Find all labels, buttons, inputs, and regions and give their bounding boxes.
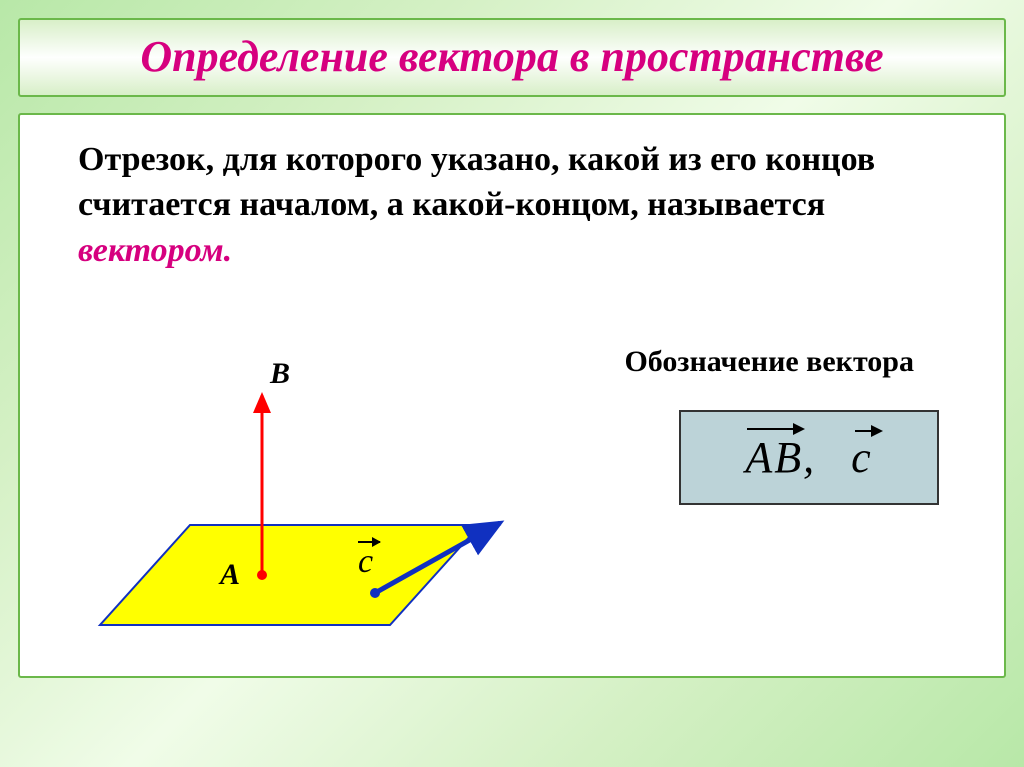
content-box: Отрезок, для которого указано, какой из … [18,113,1006,678]
point-a-dot [257,570,267,580]
vector-c-start-dot [370,588,380,598]
ab-arrow-icon [747,428,803,430]
notation-ab: АВ, [745,433,816,482]
diagram: В А с [60,365,520,665]
notation-c: с [851,433,873,482]
c-arrow-icon [855,430,881,432]
page-title: Определение вектора в пространстве [40,32,984,83]
definition-term: вектором. [78,232,232,269]
title-box: Определение вектора в пространстве [18,18,1006,97]
label-c-text: с [358,543,373,580]
definition-pre: Отрезок, для которого указано, какой из … [78,141,875,224]
label-c-arrow [358,541,380,543]
label-a: А [220,558,240,592]
notation-box: АВ, с [679,410,939,505]
label-c: с [358,543,373,581]
label-b: В [270,357,290,391]
notation-label: Обозначение вектора [624,345,914,379]
definition-text: Отрезок, для которого указано, какой из … [78,137,976,275]
plane-shape [100,525,480,625]
notation-content: АВ, с [745,432,872,483]
diagram-svg [60,365,520,665]
